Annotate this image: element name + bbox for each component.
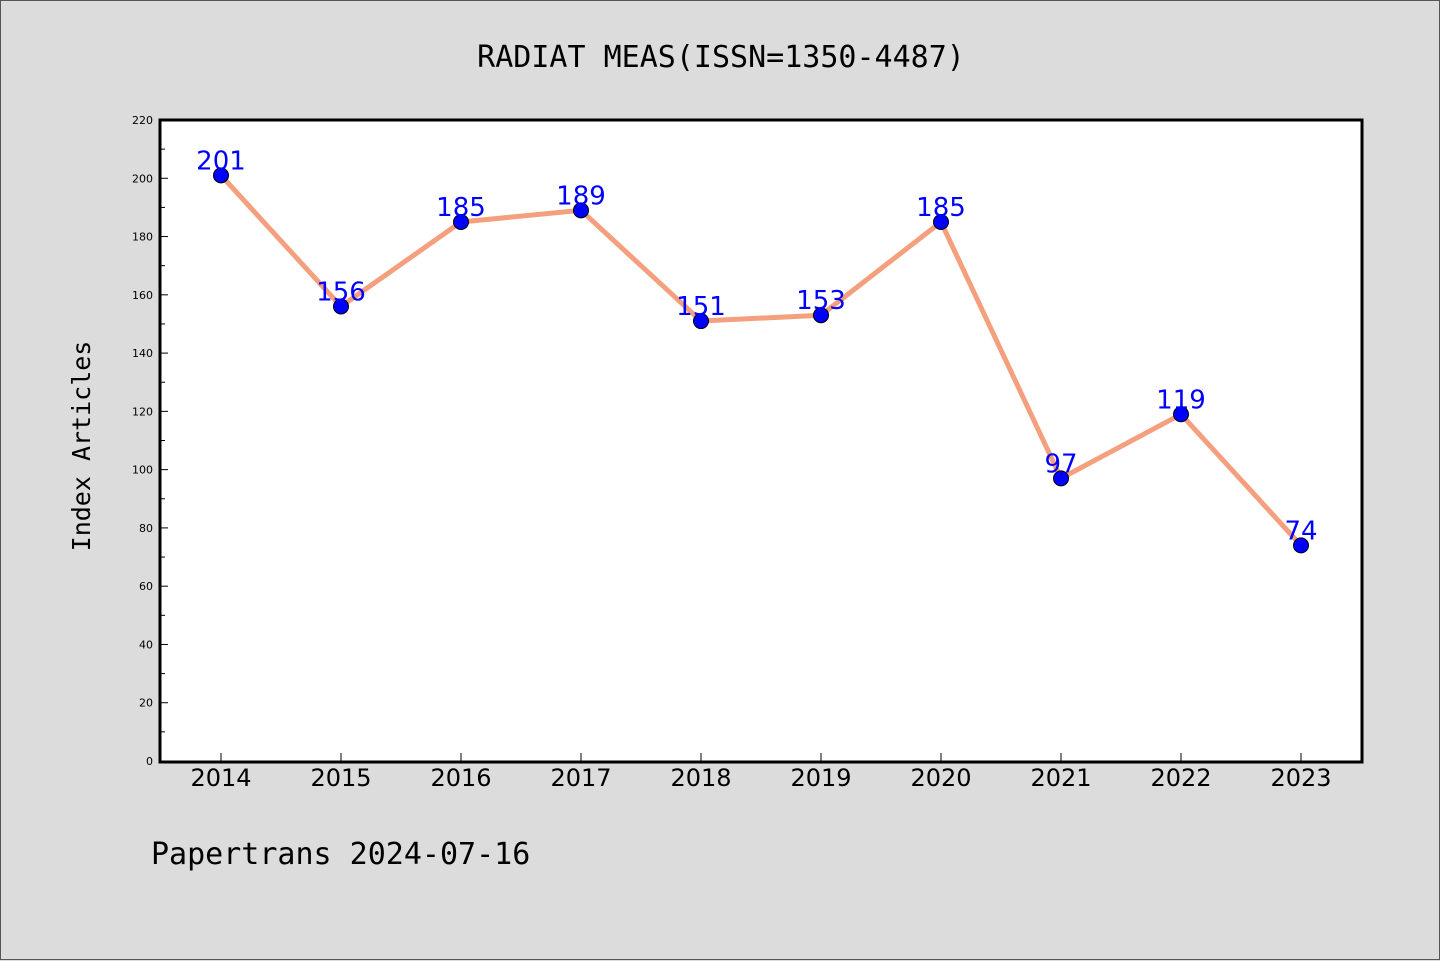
plot-area (158, 118, 1364, 764)
data-point-marker (813, 307, 829, 324)
x-tick-label: 2019 (790, 764, 851, 792)
y-tick-label: 140 (132, 347, 153, 360)
data-point-marker (1293, 537, 1309, 554)
y-tick-label: 80 (139, 522, 153, 535)
data-point-marker (1173, 406, 1189, 423)
y-tick-label: 220 (132, 114, 153, 127)
y-axis-label: Index Articles (67, 341, 96, 552)
x-tick-label: 2016 (430, 764, 491, 792)
data-label: 189 (556, 181, 606, 211)
data-label: 153 (796, 286, 846, 316)
x-tick-label: 2017 (550, 764, 611, 792)
x-axis: 2014 2015 2016 2017 2018 2019 2020 2021 2022 2023 (190, 753, 1332, 792)
data-label: 185 (916, 193, 966, 223)
y-tick-label: 200 (132, 172, 153, 185)
x-tick-label: 2018 (670, 764, 731, 792)
data-point-marker (333, 298, 349, 315)
x-tick-label: 2022 (1150, 764, 1211, 792)
y-tick-label: 40 (139, 638, 153, 651)
x-tick-label: 2014 (190, 764, 251, 792)
data-point-marker (213, 167, 229, 184)
y-tick-label: 180 (132, 231, 153, 244)
series-layer (213, 167, 1309, 554)
data-labels: 201 156 185 189 151 153 185 97 119 74 (196, 146, 1317, 546)
data-point-marker (693, 313, 709, 330)
data-label: 156 (316, 277, 366, 307)
y-tick-label: 60 (139, 580, 153, 593)
x-tick-label: 2023 (1270, 764, 1331, 792)
data-point-marker (1053, 470, 1069, 487)
chart-title: RADIAT MEAS(ISSN=1350-4487) (477, 40, 965, 75)
y-tick-label: 100 (132, 464, 153, 477)
x-tick-label: 2020 (910, 764, 971, 792)
data-label: 185 (436, 193, 486, 223)
x-tick-label: 2015 (310, 764, 371, 792)
x-tick-label: 2021 (1030, 764, 1091, 792)
y-tick-label: 0 (146, 755, 153, 768)
data-point-marker (933, 213, 949, 230)
data-label: 201 (196, 146, 246, 176)
y-axis: 0 20 40 60 80 100 120 140 160 180 200 220 (132, 114, 168, 768)
series-line (218, 172, 1304, 548)
data-point-marker (453, 213, 469, 230)
data-label: 74 (1284, 516, 1317, 546)
footer-caption: Papertrans 2024-07-16 (151, 837, 530, 872)
data-point-marker (573, 202, 589, 219)
y-tick-label: 160 (132, 289, 153, 302)
y-tick-label: 120 (132, 405, 153, 418)
data-label: 97 (1044, 449, 1077, 479)
y-tick-label: 20 (139, 697, 153, 710)
data-label: 151 (676, 292, 726, 322)
data-label: 119 (1156, 385, 1206, 415)
